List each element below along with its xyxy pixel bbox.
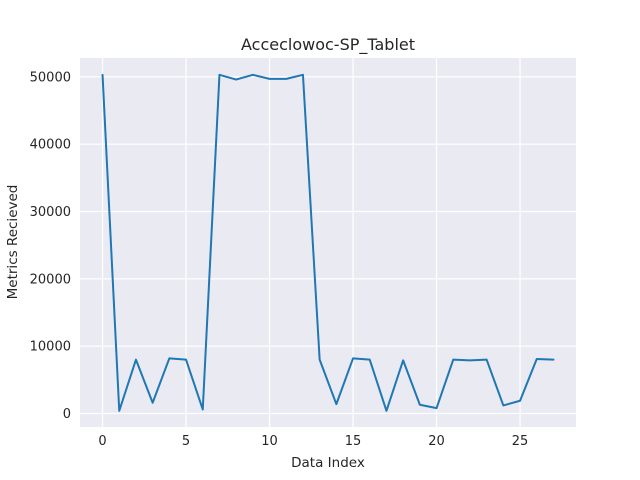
x-gridlines bbox=[101, 58, 521, 427]
y-tick-label: 30000 bbox=[30, 205, 71, 220]
y-tick-labels: 0 10000 20000 30000 40000 50000 bbox=[30, 70, 71, 422]
y-tick-label: 50000 bbox=[30, 70, 71, 85]
x-tick-label: 25 bbox=[512, 434, 529, 449]
x-axis-label: Data Index bbox=[291, 455, 365, 471]
x-tick-label: 20 bbox=[428, 434, 445, 449]
series-layer bbox=[101, 73, 555, 412]
x-tick-label: 10 bbox=[261, 434, 278, 449]
x-tick-label: 0 bbox=[98, 434, 106, 449]
x-tick-label: 15 bbox=[345, 434, 362, 449]
series-line bbox=[101, 73, 555, 412]
y-tick-label: 40000 bbox=[30, 138, 71, 153]
y-tick-label: 10000 bbox=[30, 340, 71, 355]
y-tick-label: 20000 bbox=[30, 272, 71, 287]
y-axis-label: Metrics Recieved bbox=[5, 185, 21, 300]
y-tick-label: 0 bbox=[63, 407, 71, 422]
plot-background bbox=[80, 58, 576, 427]
x-tick-label: 5 bbox=[182, 434, 190, 449]
y-gridlines bbox=[80, 76, 576, 415]
chart-title: Acceclowoc-SP_Tablet bbox=[241, 35, 415, 55]
x-tick-labels: 0 5 10 15 20 25 bbox=[98, 434, 528, 449]
